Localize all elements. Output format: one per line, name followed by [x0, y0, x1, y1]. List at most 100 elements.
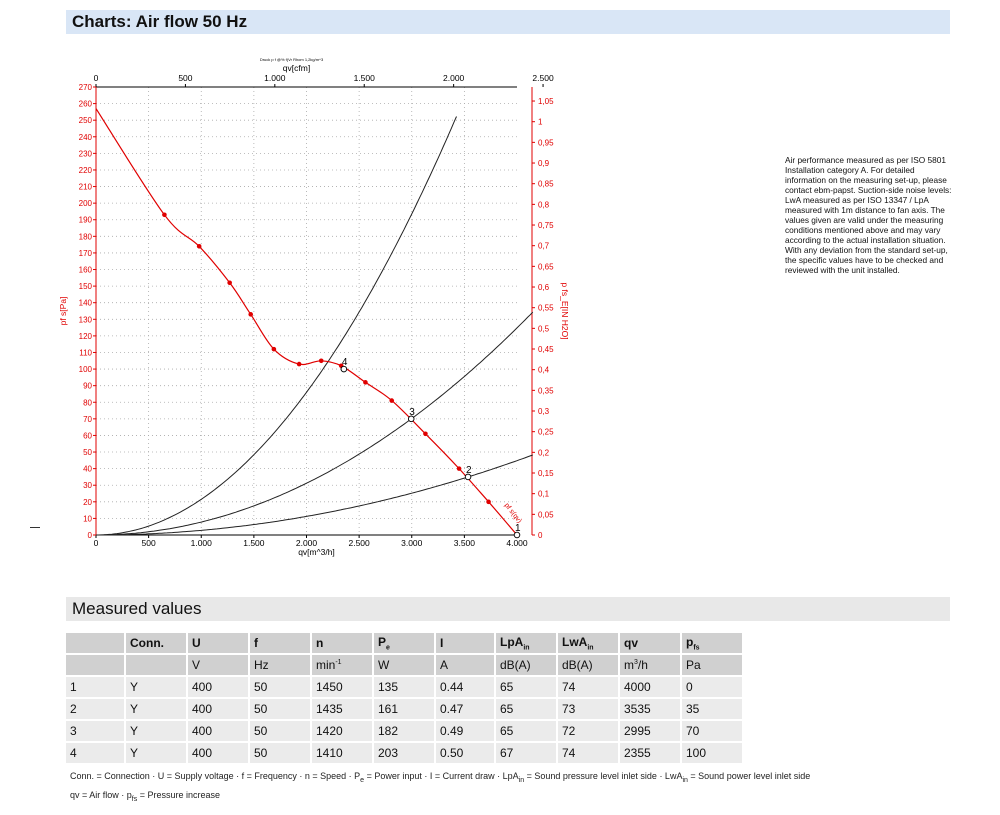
- operating-point: [407, 415, 415, 423]
- y2-tick-label: 0,2: [538, 448, 550, 457]
- operating-point-label: 4: [342, 357, 348, 368]
- unit-cell: Hz: [250, 655, 312, 675]
- x-tick-label: 4.000: [506, 538, 528, 548]
- table-row: 2 Y 400 50 1435 161 0.47 65 73 3535 35: [66, 699, 744, 719]
- table-cell: 161: [374, 699, 436, 719]
- table-cell: 67: [496, 743, 558, 763]
- x2-tick-label: 1.000: [264, 73, 286, 83]
- column-header: [66, 633, 126, 653]
- x-tick-label: 2.500: [348, 538, 370, 548]
- operating-point: [513, 531, 521, 539]
- measurement-note: Air performance measured as per ISO 5801…: [785, 155, 952, 275]
- y2-tick-label: 0,55: [538, 304, 554, 313]
- unit-cell: dB(A): [496, 655, 558, 675]
- operating-point-label: 1: [515, 523, 521, 534]
- y-tick-label: 260: [79, 100, 93, 109]
- fan-curve-point: [271, 346, 277, 352]
- table-cell: 74: [558, 743, 620, 763]
- system-curve: [96, 311, 534, 536]
- system-curve: [96, 116, 457, 536]
- fan-curve-point: [486, 499, 491, 505]
- table-cell: 2355: [620, 743, 682, 763]
- y2-tick-label: 0,8: [538, 200, 550, 209]
- unit-cell: [126, 655, 188, 675]
- table-cell: 1435: [312, 699, 374, 719]
- table-cell: 1450: [312, 677, 374, 697]
- operating-point-label: 3: [409, 407, 415, 418]
- y2-axis-label: p fs_E[IN H2O]: [560, 282, 570, 339]
- fan-curve-point: [423, 431, 428, 437]
- y2-tick-label: 0: [538, 531, 543, 540]
- table-cell: 400: [188, 677, 250, 697]
- table-cell: 50: [250, 699, 312, 719]
- y-tick-label: 0: [88, 531, 93, 540]
- fan-curve-point: [196, 243, 202, 249]
- table-row: 4 Y 400 50 1410 203 0.50 67 74 2355 100: [66, 743, 744, 763]
- table-cell: Y: [126, 677, 188, 697]
- y-tick-label: 50: [83, 448, 92, 457]
- table-cell: 74: [558, 677, 620, 697]
- table-cell: 3: [66, 721, 126, 741]
- table-cell: 1420: [312, 721, 374, 741]
- unit-cell: dB(A): [558, 655, 620, 675]
- y2-tick-label: 0,1: [538, 490, 550, 499]
- legend-line-1: Conn. = Connection · U = Supply voltage …: [70, 771, 811, 784]
- y2-tick-label: 0,65: [538, 262, 554, 271]
- table-cell: 100: [682, 743, 744, 763]
- y-tick-label: 40: [83, 465, 92, 474]
- table-cell: 0: [682, 677, 744, 697]
- fan-curve-point: [456, 466, 462, 471]
- x2-tick-label: 2.000: [443, 73, 465, 83]
- table-cell: 65: [496, 677, 558, 697]
- table-cell: 400: [188, 721, 250, 741]
- unit-cell: [66, 655, 126, 675]
- column-header: f: [250, 633, 312, 653]
- operating-point: [340, 365, 348, 373]
- y2-tick-label: 0,15: [538, 469, 554, 478]
- y-axis-label: pf s[Pa]: [58, 297, 68, 326]
- y-tick-label: 240: [79, 133, 93, 142]
- table-cell: 400: [188, 699, 250, 719]
- y-tick-label: 80: [83, 398, 92, 407]
- operating-point-label: 2: [466, 465, 472, 476]
- fan-curve-point: [318, 358, 324, 364]
- y-tick-label: 160: [79, 266, 93, 275]
- table-row: 3 Y 400 50 1420 182 0.49 65 72 2995 70: [66, 721, 744, 741]
- table-cell: 2: [66, 699, 126, 719]
- y-tick-label: 180: [79, 232, 93, 241]
- table-cell: 3535: [620, 699, 682, 719]
- y2-tick-label: 1: [538, 118, 543, 127]
- table-cell: 73: [558, 699, 620, 719]
- y-tick-label: 170: [79, 249, 93, 258]
- y2-tick-label: 0,7: [538, 242, 550, 251]
- x-tick-label: 1.000: [191, 538, 213, 548]
- table-cell: Y: [126, 743, 188, 763]
- table-cell: 65: [496, 721, 558, 741]
- x2-tick-label: 1.500: [354, 73, 376, 83]
- y-tick-label: 130: [79, 315, 93, 324]
- y2-tick-label: 0,85: [538, 180, 554, 189]
- table-cell: 4000: [620, 677, 682, 697]
- table-legend: Conn. = Connection · U = Supply voltage …: [70, 769, 810, 807]
- column-header: qv: [620, 633, 682, 653]
- fan-curve-point: [296, 361, 302, 367]
- y-tick-label: 100: [79, 365, 93, 374]
- table-cell: 203: [374, 743, 436, 763]
- x-tick-label: 0: [94, 538, 99, 548]
- chart-section-title: Charts: Air flow 50 Hz: [72, 12, 248, 31]
- unit-cell: m3/h: [620, 655, 682, 675]
- y-tick-label: 120: [79, 332, 93, 341]
- table-cell: 135: [374, 677, 436, 697]
- y-tick-label: 60: [83, 431, 92, 440]
- x2-tick-label: 2.500: [532, 73, 554, 83]
- unit-cell: V: [188, 655, 250, 675]
- y-tick-label: 110: [79, 348, 92, 357]
- table-cell: 50: [250, 677, 312, 697]
- table-cell: 4: [66, 743, 126, 763]
- y2-tick-label: 0,5: [538, 324, 550, 333]
- chart-section-header: Charts: Air flow 50 Hz: [66, 10, 950, 34]
- y2-tick-label: 0,95: [538, 138, 554, 147]
- y-tick-label: 230: [79, 149, 93, 158]
- y2-tick-label: 0,9: [538, 159, 550, 168]
- y2-tick-label: 0,05: [538, 510, 554, 519]
